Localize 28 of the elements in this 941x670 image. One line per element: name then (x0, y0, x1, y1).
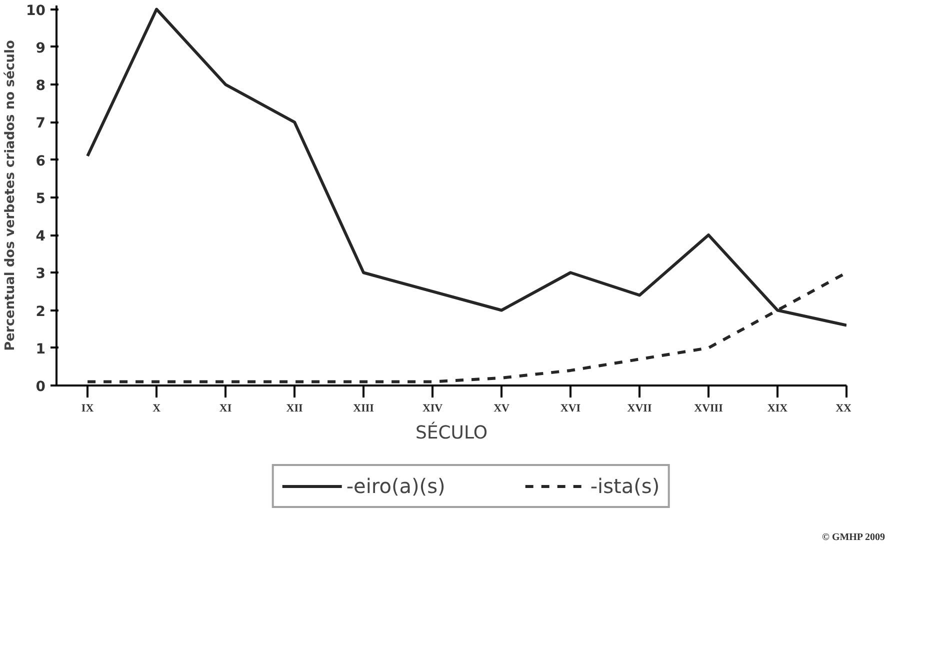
x-tick-label: XIV (422, 402, 443, 414)
y-tick-label: 2 (36, 304, 46, 320)
x-tick-label: IX (81, 402, 94, 414)
y-tick-label: 0 (36, 379, 46, 395)
y-tick-label: 1 (36, 341, 46, 358)
y-tick-label: 4 (36, 228, 46, 245)
x-tick-label: XIX (767, 402, 788, 414)
legend-label: -eiro(a)(s) (346, 474, 446, 498)
legend-label: -ista(s) (590, 474, 660, 498)
y-axis-title: Percentual dos verbetes criados no século (3, 40, 18, 351)
x-tick-label: XX (836, 402, 852, 414)
y-tick-label: 3 (36, 266, 46, 282)
x-axis-title: SÉCULO (415, 422, 488, 444)
x-tick-label: X (152, 402, 161, 414)
x-tick-label: XII (286, 402, 303, 414)
y-tick-label: 10 (26, 2, 46, 19)
y-tick-label: 7 (36, 116, 46, 132)
y-tick-label: 6 (36, 153, 46, 170)
y-tick-label: 9 (36, 40, 46, 56)
x-tick-label: XVI (560, 402, 581, 414)
x-tick-label: XV (494, 402, 510, 414)
y-tick-label: 5 (36, 190, 46, 207)
x-tick-label: XI (219, 402, 232, 414)
x-tick-label: XVII (627, 402, 652, 414)
text: © GMHP 2009 (822, 531, 885, 545)
x-tick-label: XVIII (694, 402, 723, 414)
x-tick-label: XIII (353, 402, 374, 414)
y-tick-label: 8 (36, 78, 46, 94)
